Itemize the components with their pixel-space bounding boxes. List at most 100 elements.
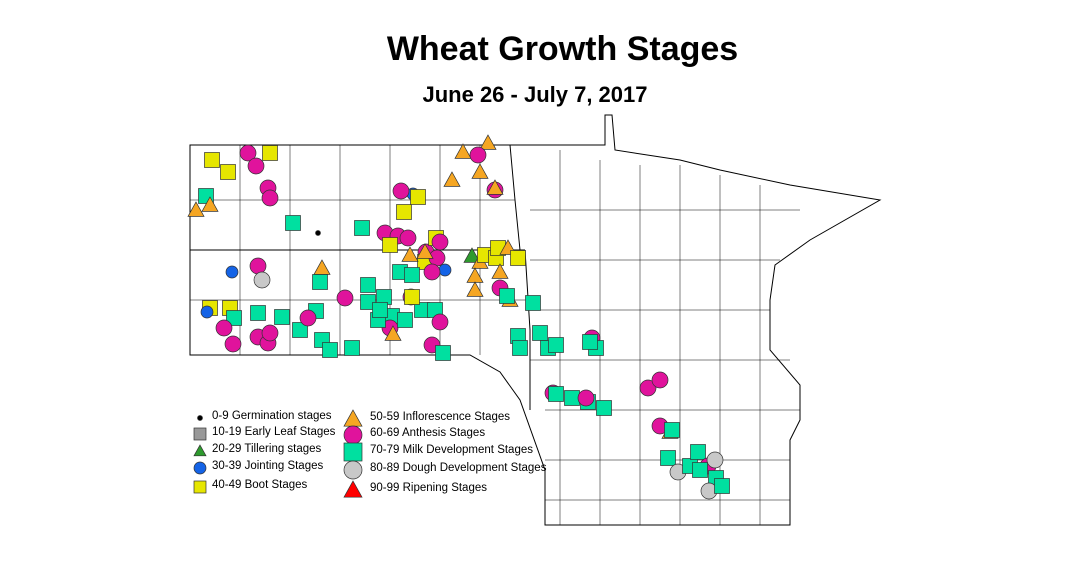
marker-circle (225, 265, 239, 279)
legend-symbols (193, 409, 363, 498)
marker-square (226, 310, 242, 326)
marker-circle (639, 379, 657, 397)
marker-triangle (454, 143, 472, 159)
marker-circle (299, 309, 317, 327)
marker-triangle (463, 247, 481, 263)
marker-dot (315, 230, 321, 236)
legend-symbol-square (343, 442, 363, 462)
marker-square (596, 400, 612, 416)
marker-triangle (201, 196, 219, 212)
region-boundary (189, 114, 882, 526)
marker-circle (336, 289, 354, 307)
marker-triangle (187, 201, 205, 217)
legend-symbol-triangle (193, 444, 207, 457)
marker-circle (253, 271, 271, 289)
marker-square (499, 288, 515, 304)
marker-square (292, 322, 308, 338)
marker-square (354, 220, 370, 236)
marker-circle (431, 233, 449, 251)
marker-circle (261, 189, 279, 207)
legend-label: 60-69 Anthesis Stages (370, 427, 486, 439)
marker-circle (706, 451, 724, 469)
marker-square (564, 390, 580, 406)
marker-circle (438, 263, 452, 277)
marker-triangle (486, 179, 504, 195)
marker-square (204, 152, 220, 168)
marker-circle (423, 263, 441, 281)
marker-square (360, 277, 376, 293)
legend-label: 80-89 Dough Development Stages (370, 462, 547, 474)
marker-square (220, 164, 236, 180)
legend-symbol-triangle (343, 480, 363, 498)
marker-square (714, 478, 730, 494)
marker-triangle (416, 243, 434, 259)
legend-symbol-circle (343, 425, 363, 445)
marker-triangle (491, 263, 509, 279)
legend-label: 90-99 Ripening Stages (370, 482, 487, 494)
marker-square (692, 462, 708, 478)
observation-markers (187, 134, 730, 500)
map-title: Wheat Growth Stages (386, 30, 739, 68)
marker-triangle (479, 134, 497, 150)
legend-label: 50-59 Inflorescence Stages (370, 411, 511, 423)
marker-circle (651, 371, 669, 389)
marker-square (664, 422, 680, 438)
marker-circle (399, 229, 417, 247)
marker-square (396, 204, 412, 220)
marker-square (582, 334, 598, 350)
legend-label: 10-19 Early Leaf Stages (212, 426, 336, 438)
legend-label: 30-39 Jointing Stages (212, 460, 324, 472)
marker-circle (224, 335, 242, 353)
marker-square (262, 145, 278, 161)
marker-square (532, 325, 548, 341)
marker-square (404, 267, 420, 283)
marker-square (250, 305, 266, 321)
legend-symbol-square (193, 427, 207, 441)
marker-square (548, 337, 564, 353)
legend-symbol-triangle (343, 409, 363, 427)
legend-symbol-circle (343, 460, 363, 480)
legend-label: 0-9 Germination stages (212, 410, 332, 422)
marker-square (510, 250, 526, 266)
marker-triangle (443, 171, 461, 187)
marker-square (512, 340, 528, 356)
legend-label: 20-29 Tillering stages (212, 443, 322, 455)
marker-square (372, 302, 388, 318)
legend-symbol-circle (193, 461, 207, 475)
marker-square (410, 189, 426, 205)
marker-square (435, 345, 451, 361)
marker-triangle (384, 325, 402, 341)
marker-triangle (471, 163, 489, 179)
marker-circle (431, 313, 449, 331)
marker-square (360, 294, 376, 310)
legend-label: 70-79 Milk Development Stages (370, 444, 533, 456)
marker-square (548, 386, 564, 402)
marker-square (322, 342, 338, 358)
marker-triangle (466, 281, 484, 297)
legend-symbol-dot (197, 415, 203, 421)
sd-mn-border (524, 249, 531, 410)
marker-circle (239, 144, 257, 162)
marker-square (274, 309, 290, 325)
map-subtitle: June 26 - July 7, 2017 (422, 82, 648, 107)
marker-circle (469, 146, 487, 164)
marker-square (690, 444, 706, 460)
legend-symbol-square (193, 480, 207, 494)
marker-circle (249, 257, 267, 275)
marker-square (660, 450, 676, 466)
marker-triangle (313, 259, 331, 275)
marker-circle (247, 157, 265, 175)
marker-circle (200, 305, 214, 319)
marker-square (404, 289, 420, 305)
legend-label: 40-49 Boot Stages (212, 479, 308, 491)
marker-circle (392, 182, 410, 200)
marker-circle (215, 319, 233, 337)
marker-triangle (401, 246, 419, 262)
marker-square (382, 237, 398, 253)
marker-square (285, 215, 301, 231)
marker-circle (577, 389, 595, 407)
marker-square (344, 340, 360, 356)
marker-circle (261, 324, 279, 342)
marker-square (525, 295, 541, 311)
